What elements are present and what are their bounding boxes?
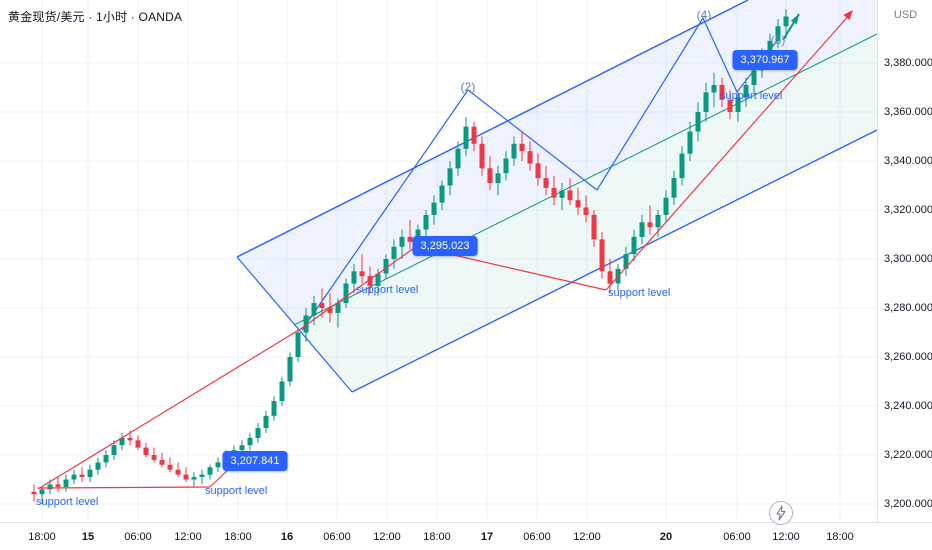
time-axis-day-label: 15 bbox=[81, 531, 95, 543]
time-axis-label: 12:00 bbox=[373, 531, 401, 543]
elliott-wave-label[interactable]: (4) bbox=[696, 8, 712, 22]
time-axis[interactable]: 18:00 15 06:00 12:00 18:00 16 06:00 12:00 18:00 1… bbox=[0, 522, 932, 550]
time-axis-label: 06:00 bbox=[323, 531, 351, 543]
time-axis-label: 12:00 bbox=[573, 531, 601, 543]
support-level-label[interactable]: support level bbox=[608, 287, 671, 299]
symbol-title[interactable]: 黄金现货/美元 · 1小时 · OANDA bbox=[8, 10, 183, 24]
price-axis-label: 3,360.000 bbox=[884, 106, 932, 118]
price-level-badge[interactable]: 3,295.023 bbox=[412, 236, 478, 256]
elliott-wave-label[interactable]: (5) bbox=[770, 33, 786, 47]
time-axis-day-label: 20 bbox=[659, 531, 673, 543]
time-axis-label: 06:00 bbox=[124, 531, 152, 543]
currency-label: USD bbox=[893, 9, 918, 21]
time-axis-label: 06:00 bbox=[723, 531, 751, 543]
price-axis-label: 3,260.000 bbox=[884, 351, 932, 363]
time-axis-day-label: 16 bbox=[280, 531, 294, 543]
time-axis-label: 18:00 bbox=[224, 531, 252, 543]
price-axis[interactable]: USD 3,380.000 3,360.000 3,340.000 3,320.000… bbox=[877, 0, 932, 522]
time-axis-label: 18:00 bbox=[826, 531, 854, 543]
price-axis-label: 3,340.000 bbox=[884, 155, 932, 167]
time-axis-label: 18:00 bbox=[423, 531, 451, 543]
time-axis-label: 06:00 bbox=[523, 531, 551, 543]
lightning-bolt-button[interactable] bbox=[769, 501, 793, 525]
price-axis-label: 3,320.000 bbox=[884, 204, 932, 216]
price-level-badge[interactable]: 3,370.967 bbox=[732, 50, 798, 70]
support-level-label[interactable]: support level bbox=[205, 485, 268, 497]
lightning-bolt-icon bbox=[776, 505, 786, 521]
time-axis-label: 18:00 bbox=[28, 531, 56, 543]
price-axis-label: 3,220.000 bbox=[884, 449, 932, 461]
support-level-label[interactable]: support level bbox=[720, 90, 783, 102]
time-axis-label: 12:00 bbox=[772, 531, 800, 543]
elliott-wave-label[interactable]: (2) bbox=[460, 80, 476, 94]
price-axis-label: 3,240.000 bbox=[884, 400, 932, 412]
support-level-label[interactable]: support level bbox=[36, 496, 99, 508]
time-axis-label: 12:00 bbox=[174, 531, 202, 543]
price-level-badge[interactable]: 3,207.841 bbox=[222, 451, 288, 471]
price-axis-label: 3,300.000 bbox=[884, 253, 932, 265]
price-axis-label: 3,380.000 bbox=[884, 57, 932, 69]
price-axis-label: 3,280.000 bbox=[884, 302, 932, 314]
price-axis-label: 3,200.000 bbox=[884, 498, 932, 510]
time-axis-day-label: 17 bbox=[480, 531, 494, 543]
support-level-label[interactable]: support level bbox=[356, 284, 419, 296]
